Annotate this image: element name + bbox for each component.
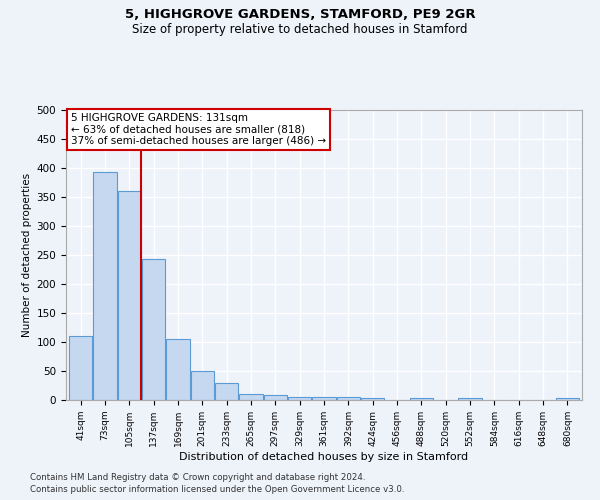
Bar (410, 398, 433, 400)
Bar (458, 398, 482, 400)
Text: 5, HIGHGROVE GARDENS, STAMFORD, PE9 2GR: 5, HIGHGROVE GARDENS, STAMFORD, PE9 2GR (125, 8, 475, 20)
Bar (94, 172, 116, 400)
Y-axis label: Number of detached properties: Number of detached properties (22, 173, 32, 337)
Text: Contains HM Land Registry data © Crown copyright and database right 2024.: Contains HM Land Registry data © Crown c… (30, 472, 365, 482)
Bar (69, 336, 92, 400)
Bar (361, 398, 384, 400)
Bar (264, 396, 287, 400)
Text: Contains public sector information licensed under the Open Government Licence v3: Contains public sector information licen… (30, 485, 404, 494)
Bar (239, 394, 263, 400)
Bar (288, 397, 311, 400)
Bar (215, 382, 238, 400)
Bar (313, 396, 335, 400)
Bar (166, 339, 190, 400)
X-axis label: Distribution of detached houses by size in Stamford: Distribution of detached houses by size … (179, 452, 469, 462)
Bar (142, 259, 165, 400)
Text: 5 HIGHGROVE GARDENS: 131sqm
← 63% of detached houses are smaller (818)
37% of se: 5 HIGHGROVE GARDENS: 131sqm ← 63% of det… (71, 113, 326, 146)
Bar (118, 191, 141, 400)
Bar (556, 398, 579, 400)
Text: Size of property relative to detached houses in Stamford: Size of property relative to detached ho… (132, 22, 468, 36)
Bar (191, 371, 214, 400)
Bar (337, 396, 360, 400)
